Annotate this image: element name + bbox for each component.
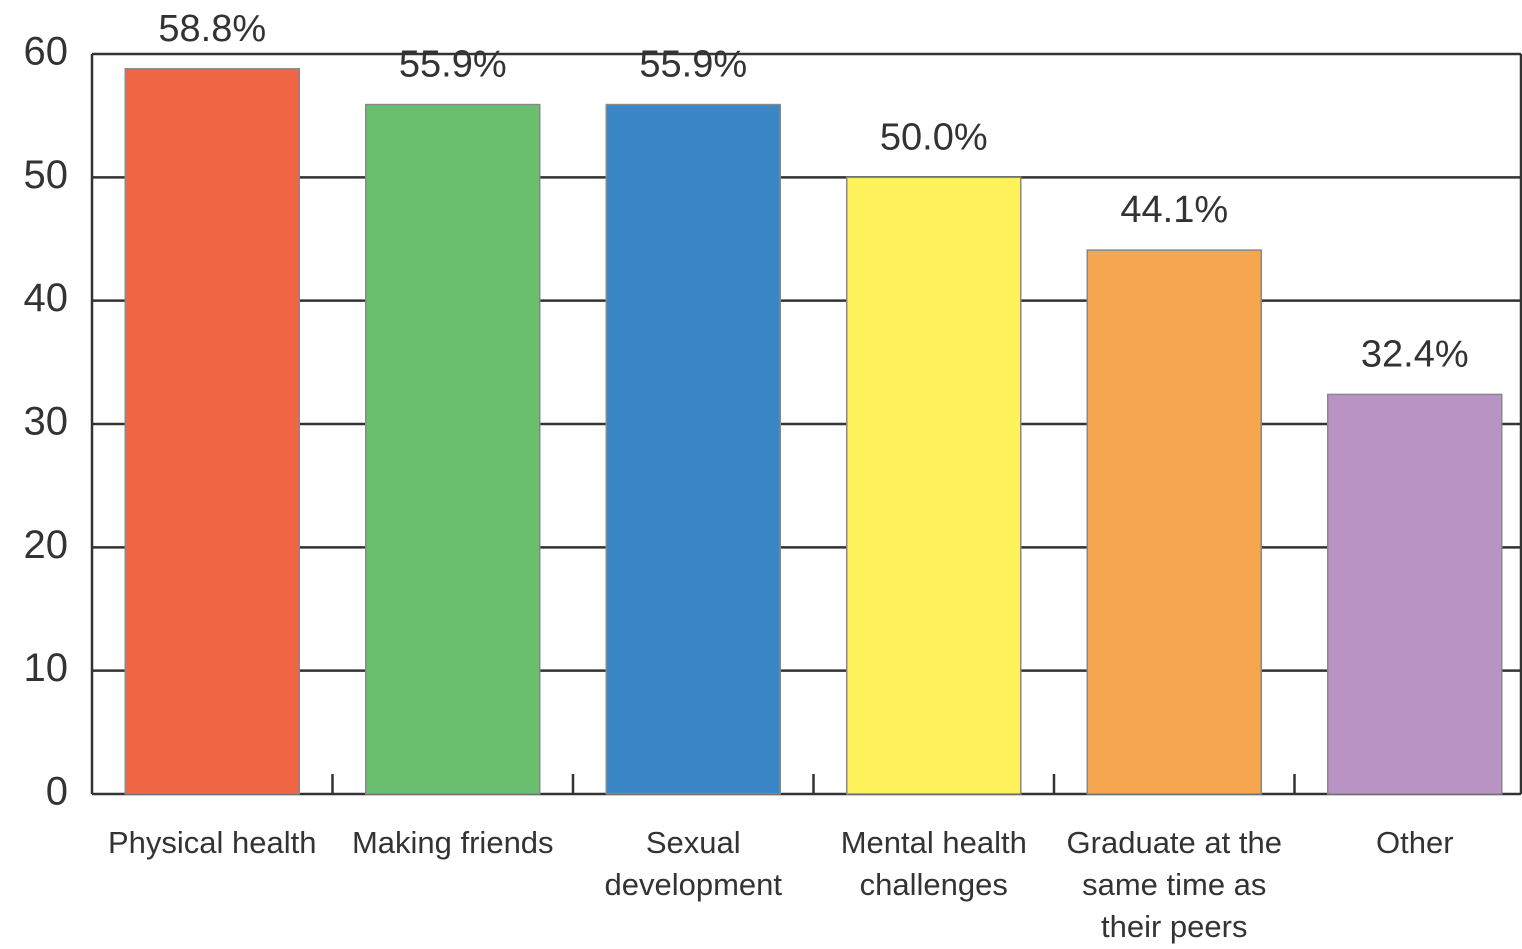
- y-tick-label: 50: [24, 153, 69, 197]
- bar: [365, 103, 541, 795]
- y-tick-label: 40: [24, 276, 69, 320]
- value-label: 55.9%: [399, 44, 507, 86]
- value-label: 32.4%: [1361, 333, 1469, 375]
- y-tick-label: 0: [46, 770, 68, 814]
- x-tick-label: Sexual development: [604, 825, 782, 902]
- y-tick-label: 60: [24, 30, 69, 74]
- y-tick-label: 30: [24, 400, 69, 444]
- value-label: 55.9%: [639, 44, 747, 86]
- x-tick-label: Making friends: [351, 825, 554, 860]
- x-tick-label: Physical health: [107, 825, 317, 860]
- value-label: 58.8%: [158, 8, 266, 50]
- bar: [1327, 393, 1503, 795]
- value-label: 44.1%: [1120, 189, 1228, 231]
- y-tick-label: 20: [24, 523, 69, 567]
- x-tick-label: Other: [1375, 825, 1454, 860]
- x-tick-label: Graduate at the same time as their peers: [1066, 825, 1282, 944]
- bar: [605, 103, 781, 795]
- bar: [124, 68, 300, 795]
- value-label: 50.0%: [880, 116, 988, 158]
- bar: [846, 176, 1022, 795]
- x-tick-label: Mental health challenges: [840, 825, 1027, 902]
- y-tick-label: 10: [24, 646, 69, 690]
- bar: [1086, 249, 1262, 795]
